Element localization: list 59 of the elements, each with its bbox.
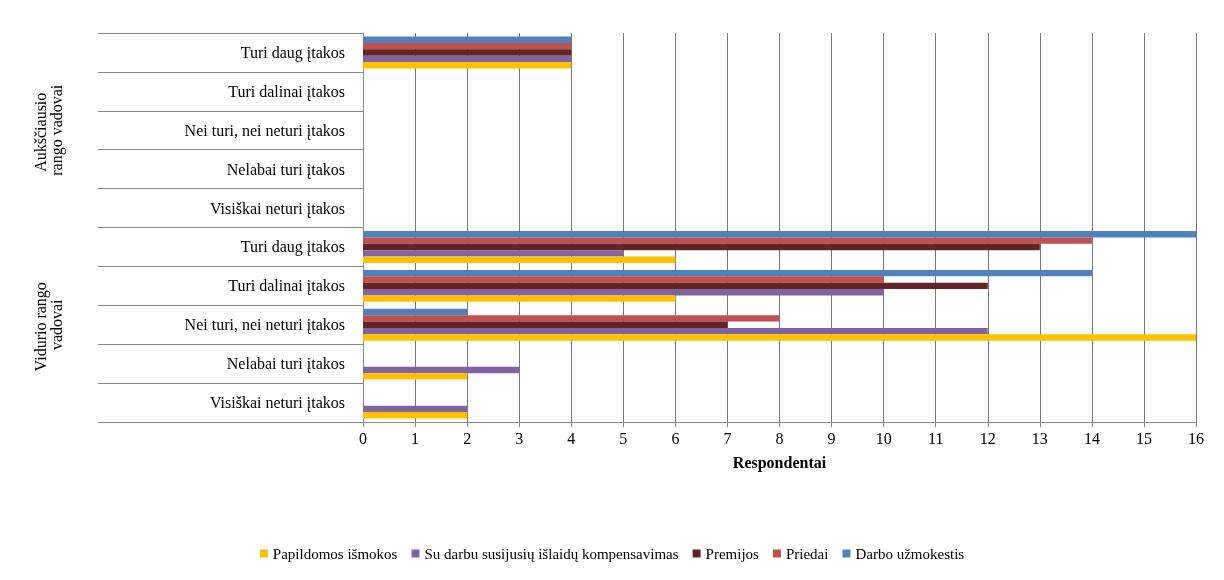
text: Vidurio rango vadovai <box>31 278 65 372</box>
x-tick-label: 3 <box>515 429 524 447</box>
bar <box>363 256 676 263</box>
text: Aukščiausio rango vadovai <box>31 84 66 176</box>
y-tick-label: Turi dalinai įtakos <box>228 82 345 101</box>
y-tick-label: Turi daug įtakos <box>240 43 345 62</box>
x-tick-label: 7 <box>723 429 732 447</box>
bar <box>363 308 468 316</box>
x-tick-label: 6 <box>671 429 680 447</box>
bar <box>363 373 468 380</box>
bar <box>363 250 624 257</box>
bar <box>363 289 884 296</box>
bar <box>363 321 728 328</box>
x-tick-label: 1 <box>411 429 420 447</box>
x-axis-title: Respondentai <box>732 453 827 472</box>
bar <box>363 62 572 69</box>
y-tick-label: Nei turi, nei neturi įtakos <box>184 316 345 335</box>
bar <box>363 269 1092 277</box>
x-tick-label: 11 <box>927 429 944 447</box>
x-tick-label: 8 <box>775 429 784 447</box>
y-tick-label: Nelabai turi įtakos <box>226 355 345 374</box>
x-tick-label: 4 <box>567 429 576 447</box>
legend-label: Premijos <box>705 545 760 562</box>
bar <box>363 36 572 43</box>
bar <box>363 295 676 302</box>
bar <box>363 49 572 56</box>
bar <box>363 42 572 50</box>
x-tick-label: 5 <box>619 429 628 447</box>
bar <box>363 231 1196 238</box>
bar <box>363 366 520 374</box>
y-tick-label: Turi daug įtakos <box>240 238 345 257</box>
bar <box>363 334 1196 341</box>
x-tick-label: 0 <box>359 429 367 447</box>
legend-label: Darbo užmokestis <box>855 545 965 562</box>
bar <box>363 412 468 419</box>
bar <box>363 315 780 322</box>
x-tick-label: 9 <box>827 429 836 447</box>
x-tick-label: 15 <box>1135 429 1152 447</box>
bar <box>363 282 988 290</box>
bar <box>363 276 884 283</box>
legend-label: Su darbu susijusių išlaidų kompensavimas <box>424 545 679 562</box>
y-tick-label: Nelabai turi įtakos <box>226 160 345 179</box>
bar <box>363 243 1040 251</box>
y-tick-label: Turi dalinai įtakos <box>228 277 345 296</box>
legend-label: Priedai <box>785 545 829 562</box>
x-tick-label: 12 <box>979 429 996 447</box>
bar <box>363 55 572 63</box>
bar <box>363 327 988 335</box>
x-tick-label: 2 <box>463 429 472 447</box>
y-tick-label: Nei turi, nei neturi įtakos <box>184 121 345 140</box>
x-tick-label: 13 <box>1031 429 1048 447</box>
bar <box>363 405 468 413</box>
legend-label: Papildomos išmokos <box>272 545 398 562</box>
y-tick-label: Visiškai neturi įtakos <box>209 199 345 218</box>
x-tick-label: 14 <box>1083 429 1100 447</box>
x-tick-label: 16 <box>1188 429 1204 447</box>
x-tick-label: 10 <box>875 429 892 447</box>
y-tick-label: Visiškai neturi įtakos <box>209 394 345 413</box>
bar <box>363 237 1092 244</box>
